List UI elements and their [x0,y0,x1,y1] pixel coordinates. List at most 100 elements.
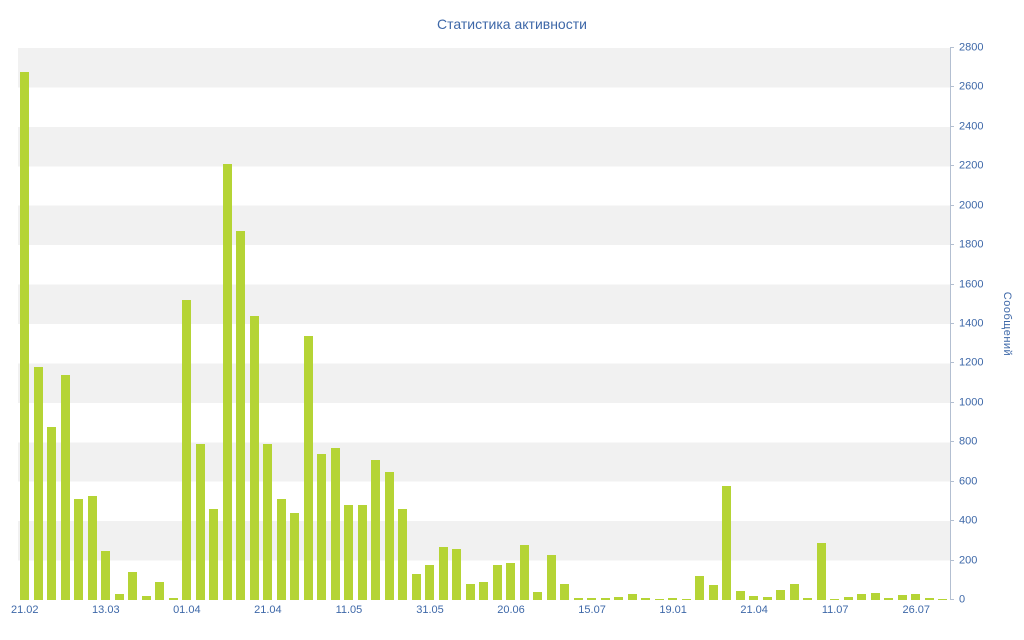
bar [573,598,583,600]
bar [249,316,259,600]
bar-slot [504,48,518,600]
bar [762,597,772,600]
x-tick-label: 21.04 [740,604,768,616]
bar [47,426,57,600]
plot-area [18,48,951,600]
bar [911,594,921,600]
bar-slot [126,48,140,600]
bar-slot [153,48,167,600]
y-tick-label: 400 [959,514,978,527]
bar [843,597,853,600]
bar [519,544,529,600]
bar [438,546,448,600]
y-tick-label: 2600 [959,80,984,93]
bar-slot [180,48,194,600]
bar-slot [315,48,329,600]
bar-slot [693,48,707,600]
bar-slot [707,48,721,600]
bar-slot [815,48,829,600]
bar [371,460,381,600]
bar-slot [113,48,127,600]
bar-slot [140,48,154,600]
bar-slot [383,48,397,600]
y-tick-mark [950,441,954,443]
y-tick-mark [950,480,954,482]
bar-slot [234,48,248,600]
y-tick-mark [950,244,954,246]
bar [722,485,732,600]
bar-slot [653,48,667,600]
x-tick-label: 11.05 [335,604,363,616]
bar [222,164,232,600]
bar [263,444,273,600]
bar [195,444,205,600]
bar-slot [450,48,464,600]
bar [303,335,313,600]
bar [668,598,678,600]
bar-slot [72,48,86,600]
bar [168,598,178,600]
bar-slot [774,48,788,600]
bar-slot [720,48,734,600]
bar [330,448,340,600]
bar [560,584,570,600]
bar [695,576,705,600]
x-tick-label: 19.01 [659,604,687,616]
bar-slot [221,48,235,600]
x-tick-label: 21.02 [10,604,39,616]
bar [533,592,543,600]
bar-slot [45,48,59,600]
bar-slot [207,48,221,600]
bar-slot [788,48,802,600]
chart-title: Статистика активности [437,16,587,32]
y-tick-label: 2000 [959,199,984,212]
y-tick-mark [950,599,954,600]
bar [938,599,948,600]
bar-slot [275,48,289,600]
bar-slot [491,48,505,600]
bar [776,590,786,600]
bar [182,300,192,600]
y-tick-label: 200 [959,554,978,567]
bar [708,585,718,600]
bar-slot [18,48,32,600]
bar-slot [599,48,613,600]
y-tick-mark [950,323,954,324]
y-tick-label: 0 [959,593,966,606]
bar-slot [369,48,383,600]
bar-slot [801,48,815,600]
y-axis-title: Сообщений [1001,291,1013,357]
bar [425,564,435,600]
bar [74,499,84,600]
x-tick-label: 31.05 [416,604,444,616]
bar [479,582,489,600]
x-tick-label: 20.06 [497,604,525,616]
y-tick-mark [950,204,954,206]
bar-slot [477,48,491,600]
y-tick-mark [950,520,954,522]
bar-slot [545,48,559,600]
bar-slot [356,48,370,600]
bar-slot [680,48,694,600]
bar-slot [329,48,343,600]
bar-slot [869,48,883,600]
bar [290,513,300,600]
bar-slot [761,48,775,600]
bar-slot [612,48,626,600]
bar-slot [167,48,181,600]
bar [789,584,799,600]
bar [411,574,421,600]
bar [681,599,691,600]
bar-slot [923,48,937,600]
bar [897,595,907,600]
x-tick-label: 01.04 [173,604,201,616]
bar [60,375,70,600]
bar-slot [437,48,451,600]
bar [317,454,327,600]
bar [857,594,867,600]
y-tick-mark [950,125,954,127]
bar [546,554,556,600]
bar-slot [194,48,208,600]
bar-slot [626,48,640,600]
bar [654,599,664,600]
